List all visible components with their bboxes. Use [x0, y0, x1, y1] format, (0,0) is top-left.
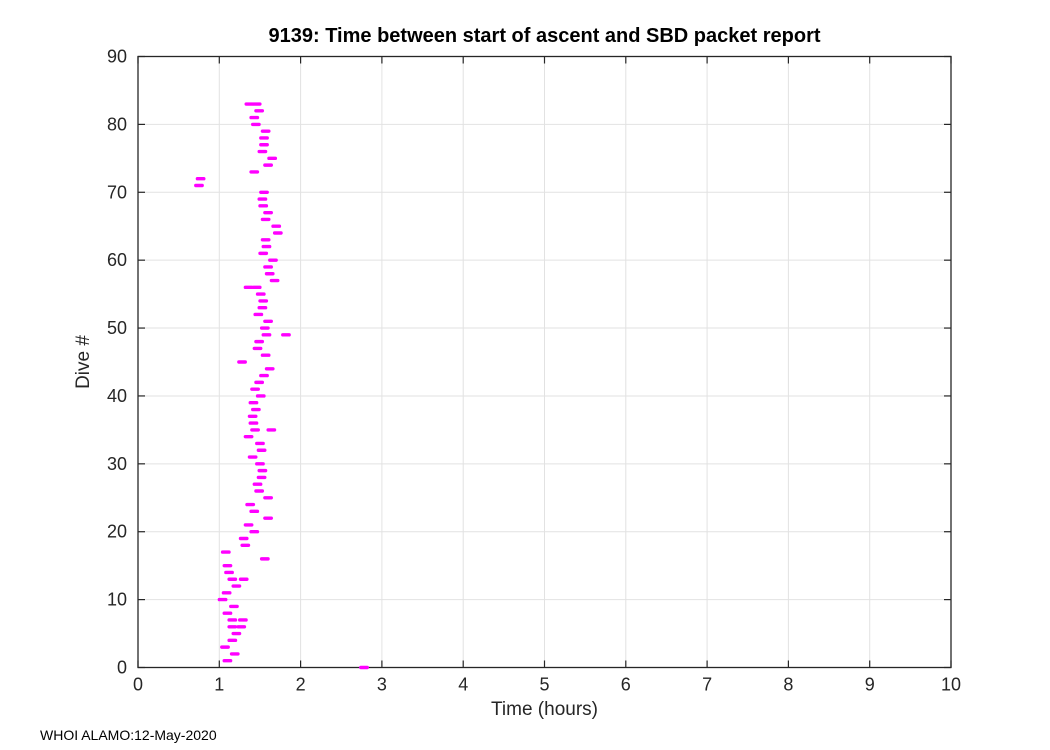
x-tick-label: 9 [865, 675, 875, 695]
y-tick-label: 20 [107, 522, 127, 542]
y-tick-label: 10 [107, 590, 127, 610]
y-tick-label: 90 [107, 47, 127, 67]
y-tick-label: 70 [107, 182, 127, 202]
x-tick-label: 0 [133, 675, 143, 695]
x-tick-label: 2 [296, 675, 306, 695]
y-tick-label: 80 [107, 114, 127, 134]
y-tick-label: 0 [117, 658, 127, 678]
y-tick-label: 50 [107, 318, 127, 338]
y-tick-label: 60 [107, 250, 127, 270]
x-axis-label: Time (hours) [491, 699, 598, 720]
y-tick-label: 40 [107, 386, 127, 406]
x-tick-label: 10 [941, 675, 961, 695]
y-axis-label: Dive # [73, 335, 94, 389]
y-tick-label: 30 [107, 454, 127, 474]
x-tick-label: 5 [539, 675, 549, 695]
chart-title: 9139: Time between start of ascent and S… [268, 25, 821, 47]
x-tick-label: 4 [458, 675, 468, 695]
x-tick-label: 3 [377, 675, 387, 695]
x-tick-label: 7 [702, 675, 712, 695]
x-tick-label: 8 [783, 675, 793, 695]
x-tick-label: 1 [214, 675, 224, 695]
watermark-text: WHOI ALAMO:12-May-2020 [40, 727, 217, 743]
x-tick-label: 6 [621, 675, 631, 695]
